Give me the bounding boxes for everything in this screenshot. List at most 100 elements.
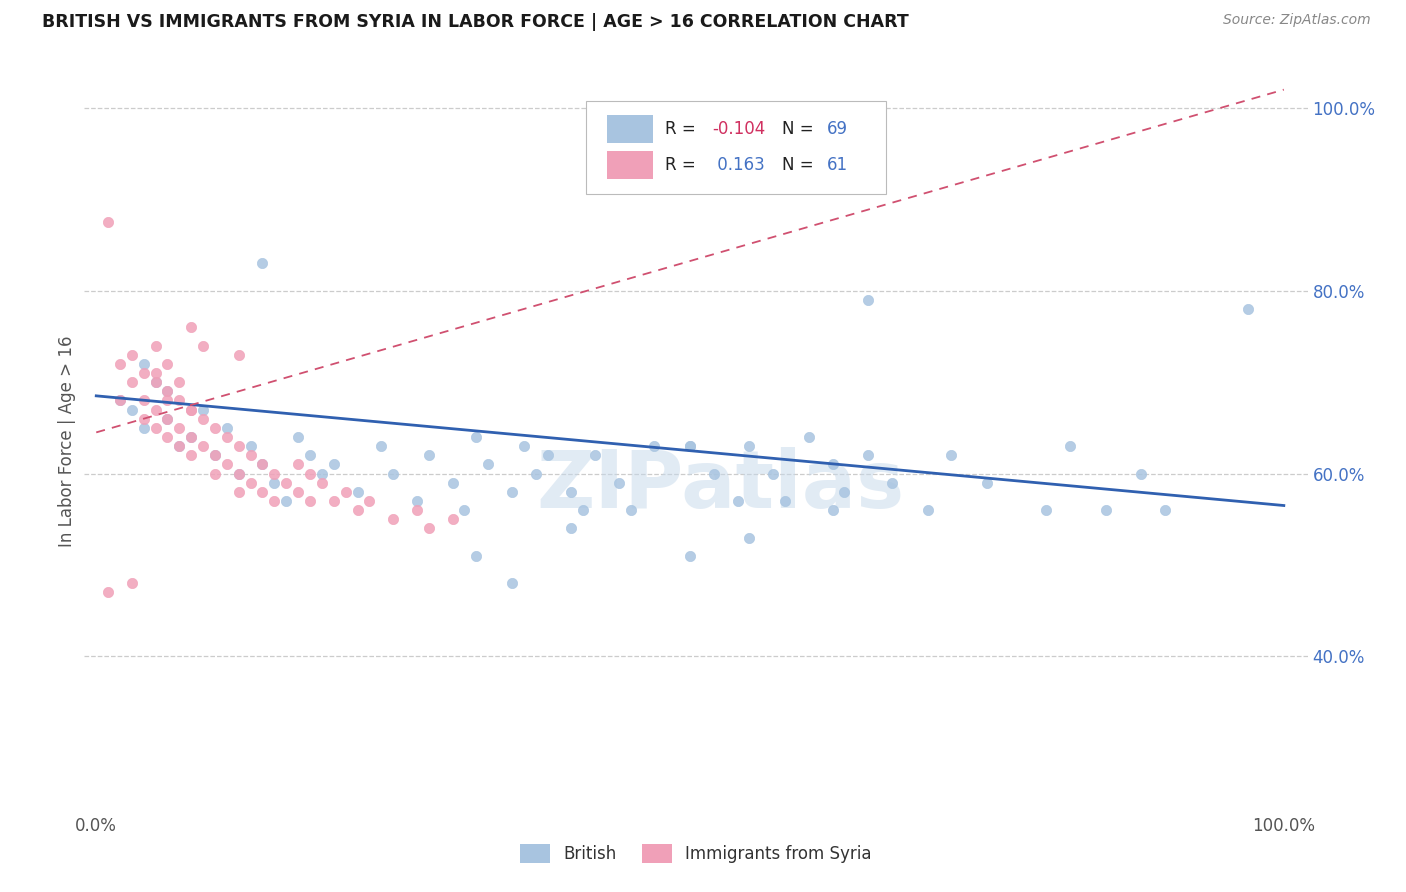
Point — [169, 439, 191, 453]
Point — [287, 430, 309, 444]
Text: -0.104: -0.104 — [711, 120, 765, 138]
Point — [215, 421, 238, 435]
Point — [287, 484, 309, 499]
Point — [880, 475, 903, 490]
Point — [156, 393, 179, 408]
Point — [583, 448, 606, 462]
Point — [145, 402, 167, 417]
Point — [501, 484, 523, 499]
Point — [276, 494, 298, 508]
Point — [156, 384, 179, 399]
Point — [679, 439, 702, 453]
Point — [703, 467, 725, 481]
Text: N =: N = — [782, 120, 818, 138]
Point — [204, 448, 226, 462]
Point — [132, 366, 155, 380]
Text: ZIPatlas: ZIPatlas — [536, 447, 904, 525]
Point — [169, 375, 191, 389]
Point — [108, 393, 131, 408]
Point — [346, 503, 368, 517]
Point — [382, 512, 405, 526]
Point — [252, 458, 274, 472]
Point — [156, 357, 179, 371]
Point — [228, 348, 250, 362]
Point — [215, 430, 238, 444]
Point — [252, 458, 274, 472]
Point — [298, 467, 321, 481]
Point — [359, 494, 381, 508]
Point — [228, 467, 250, 481]
Point — [773, 494, 796, 508]
Point — [252, 484, 274, 499]
Point — [145, 375, 167, 389]
Point — [132, 393, 155, 408]
Point — [524, 467, 547, 481]
Point — [132, 421, 155, 435]
Point — [465, 549, 488, 563]
Point — [941, 448, 963, 462]
Point — [513, 439, 536, 453]
Point — [228, 439, 250, 453]
Point — [215, 458, 238, 472]
Point — [572, 503, 595, 517]
Point — [727, 494, 749, 508]
Point — [298, 494, 321, 508]
Point — [145, 366, 167, 380]
Point — [797, 430, 820, 444]
Point — [204, 421, 226, 435]
Point — [263, 475, 285, 490]
Point — [441, 512, 464, 526]
Point — [228, 484, 250, 499]
Point — [108, 393, 131, 408]
Point — [156, 430, 179, 444]
Point — [191, 411, 214, 425]
Point — [501, 576, 523, 591]
Point — [738, 439, 761, 453]
Point — [239, 448, 262, 462]
Point — [191, 338, 214, 352]
Point — [311, 467, 333, 481]
Text: R =: R = — [665, 120, 702, 138]
Point — [762, 467, 785, 481]
Point — [276, 475, 298, 490]
Text: 0.163: 0.163 — [711, 156, 765, 174]
Point — [97, 215, 120, 229]
Point — [228, 467, 250, 481]
Point — [560, 484, 582, 499]
Point — [180, 320, 202, 334]
Point — [145, 338, 167, 352]
Point — [679, 439, 702, 453]
Point — [821, 503, 844, 517]
Point — [180, 402, 202, 417]
Point — [263, 494, 285, 508]
Point — [620, 503, 643, 517]
Point — [560, 521, 582, 535]
FancyBboxPatch shape — [606, 152, 654, 179]
Point — [821, 458, 844, 472]
Point — [418, 521, 440, 535]
Legend: British, Immigrants from Syria: British, Immigrants from Syria — [513, 838, 879, 870]
Point — [298, 448, 321, 462]
Point — [335, 484, 357, 499]
Point — [156, 411, 179, 425]
Point — [453, 503, 475, 517]
Point — [406, 503, 429, 517]
Point — [976, 475, 998, 490]
Point — [917, 503, 939, 517]
Point — [145, 421, 167, 435]
Text: Source: ZipAtlas.com: Source: ZipAtlas.com — [1223, 13, 1371, 28]
Point — [121, 402, 143, 417]
Point — [180, 402, 202, 417]
Text: 61: 61 — [827, 156, 848, 174]
Point — [145, 375, 167, 389]
Point — [406, 494, 429, 508]
Point — [1237, 301, 1260, 316]
Point — [132, 411, 155, 425]
Point — [536, 448, 558, 462]
Point — [191, 402, 214, 417]
Point — [1094, 503, 1116, 517]
Point — [738, 531, 761, 545]
Point — [263, 467, 285, 481]
Point — [169, 393, 191, 408]
Text: N =: N = — [782, 156, 818, 174]
